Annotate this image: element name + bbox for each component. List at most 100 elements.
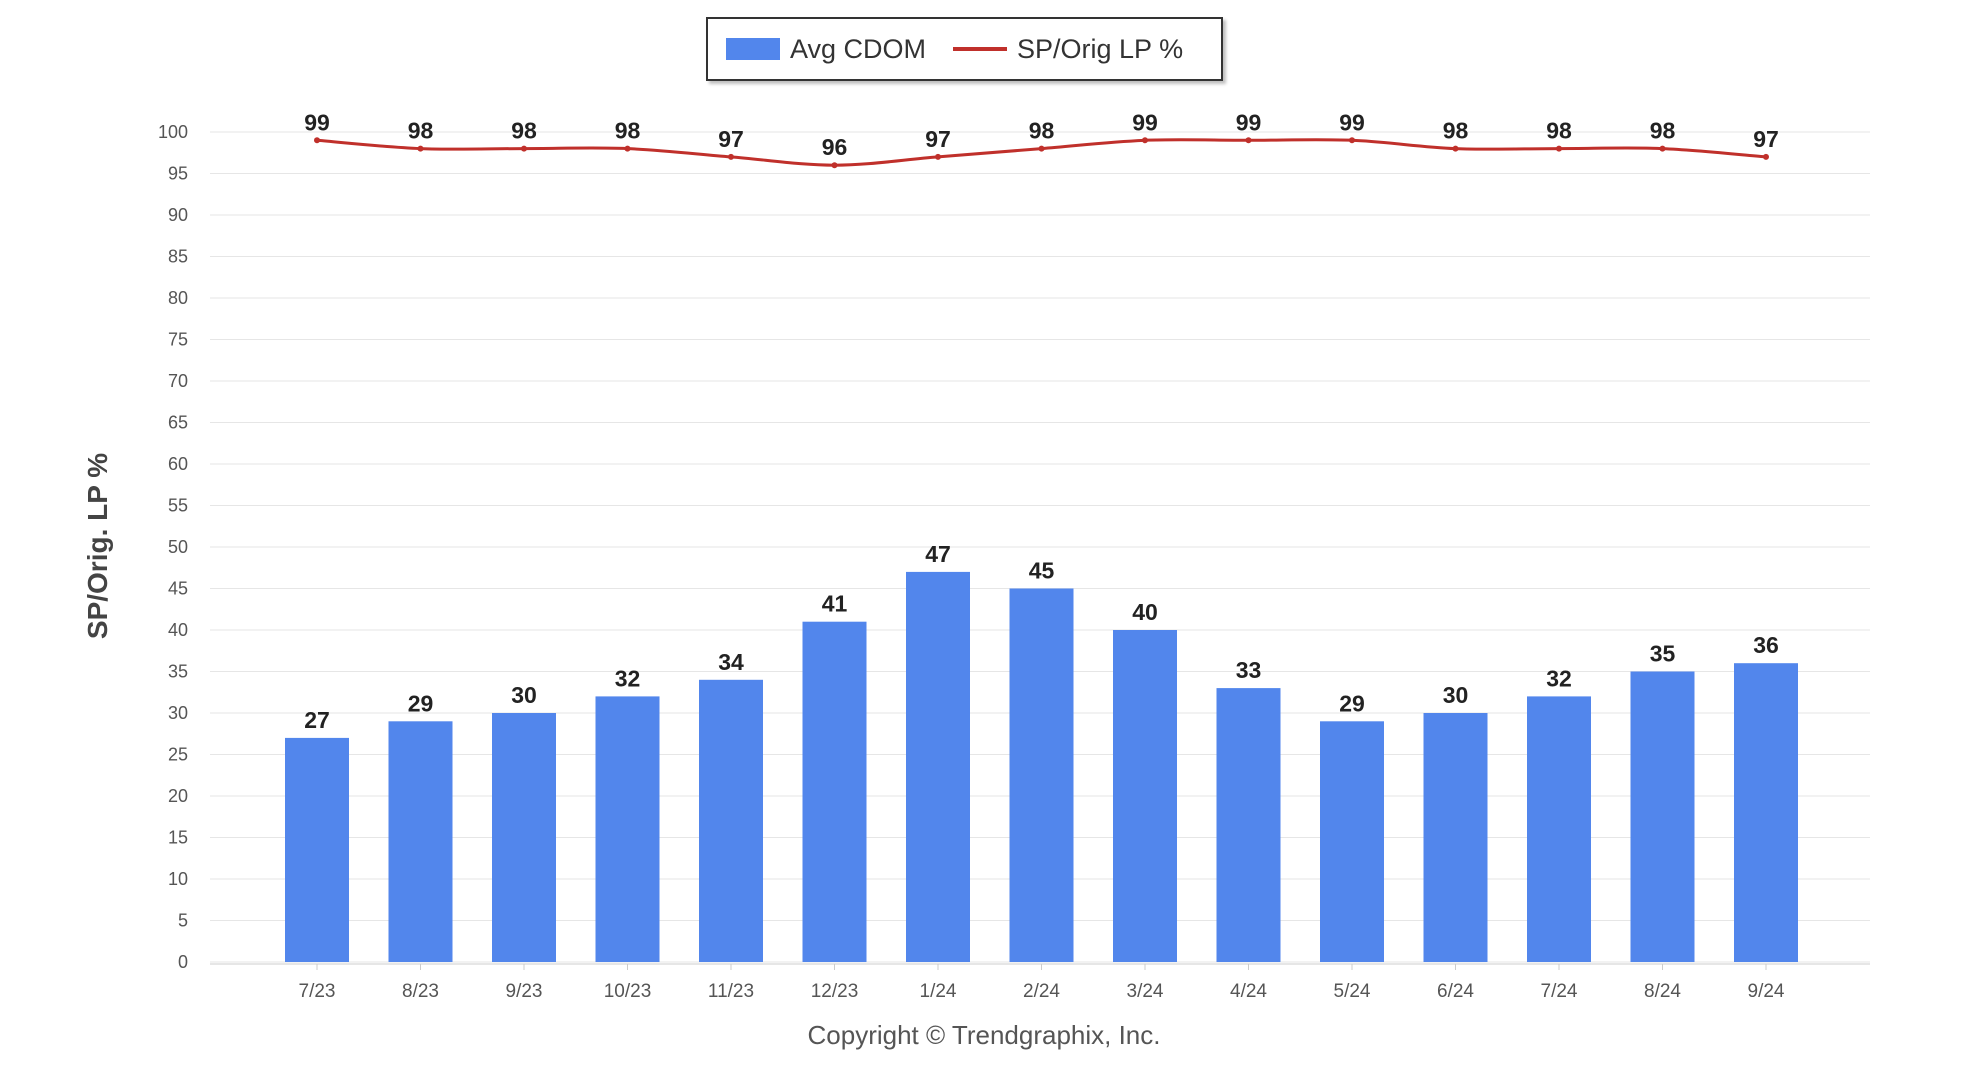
y-tick-label: 95	[168, 164, 188, 184]
line-data-label: 96	[822, 134, 848, 160]
bar	[595, 696, 660, 962]
legend-item-bar[interactable]: Avg CDOM	[726, 19, 926, 79]
bar-data-label: 35	[1650, 641, 1676, 667]
bar-data-label: 34	[718, 649, 744, 675]
bar	[388, 721, 453, 962]
y-tick-label: 50	[168, 537, 188, 557]
legend-swatch-line	[953, 47, 1007, 51]
y-tick-label: 40	[168, 620, 188, 640]
y-tick-label: 90	[168, 205, 188, 225]
bar-data-label: 29	[408, 690, 434, 716]
line-data-label: 98	[1546, 118, 1572, 144]
x-tick-label: 8/24	[1644, 981, 1681, 1002]
line-data-label: 97	[925, 126, 951, 152]
line-point	[935, 153, 941, 160]
bar	[285, 737, 349, 962]
x-tick-label: 7/24	[1541, 981, 1578, 1002]
bar-data-label: 32	[1546, 665, 1572, 691]
legend-item-line[interactable]: SP/Orig LP %	[953, 19, 1183, 79]
bar-data-label: 41	[822, 591, 848, 617]
y-tick-label: 55	[168, 496, 188, 516]
line-data-label: 98	[615, 118, 641, 144]
bar	[906, 571, 970, 962]
x-tick-label: 1/24	[920, 981, 957, 1002]
line-point	[521, 145, 527, 152]
y-tick-label: 70	[168, 371, 188, 391]
bar-data-label: 45	[1029, 558, 1055, 584]
bar	[1734, 663, 1798, 962]
line-point	[831, 162, 838, 169]
x-tick-label: 11/23	[708, 981, 754, 1002]
line-data-label: 98	[408, 118, 434, 144]
line-point	[624, 145, 631, 152]
y-tick-label: 65	[168, 413, 188, 433]
bar-data-label: 32	[615, 665, 641, 691]
y-tick-label: 75	[168, 330, 188, 350]
y-tick-label: 80	[168, 288, 188, 308]
x-tick-label: 2/24	[1023, 981, 1060, 1002]
bar	[1527, 696, 1591, 962]
y-tick-label: 10	[168, 869, 188, 889]
bar	[1630, 671, 1695, 962]
line-data-label: 99	[304, 109, 330, 135]
bar	[1320, 721, 1384, 962]
legend-label-bar: Avg CDOM	[790, 33, 927, 64]
bar	[1009, 588, 1074, 962]
line-data-label: 99	[1132, 109, 1158, 135]
line-data-label: 98	[511, 118, 537, 144]
bar-data-label: 30	[511, 682, 537, 708]
x-tick-label: 6/24	[1437, 981, 1474, 1002]
bar	[802, 621, 867, 962]
copyright-text: Copyright © Trendgraphix, Inc.	[807, 1020, 1161, 1050]
line-data-label: 98	[1029, 118, 1055, 144]
bar-data-label: 29	[1339, 690, 1365, 716]
y-tick-label: 35	[168, 662, 188, 682]
bar-data-label: 30	[1443, 682, 1469, 708]
y-tick-label: 5	[178, 911, 188, 931]
bar	[1113, 630, 1177, 962]
line-data-label: 99	[1339, 109, 1365, 135]
line-point	[1245, 137, 1252, 144]
legend-swatch-bar	[726, 38, 780, 60]
x-tick-label: 5/24	[1334, 981, 1371, 1002]
bar-data-label: 40	[1132, 599, 1158, 625]
y-tick-label: 0	[178, 952, 188, 972]
bar-data-label: 47	[925, 541, 951, 567]
x-tick-label: 7/23	[299, 981, 336, 1002]
bar	[1216, 688, 1281, 962]
y-tick-label: 60	[168, 454, 188, 474]
line-point	[417, 145, 424, 152]
x-tick-label: 3/24	[1127, 981, 1164, 1002]
line-point	[1142, 137, 1148, 144]
x-tick-label: 9/24	[1748, 981, 1785, 1002]
bar-data-label: 27	[304, 707, 330, 733]
y-tick-label: 20	[168, 786, 188, 806]
x-tick-label: 4/24	[1230, 981, 1267, 1002]
line-point	[314, 137, 320, 144]
bar-data-label: 36	[1753, 632, 1779, 658]
x-tick-label: 9/23	[506, 981, 543, 1002]
line-data-label: 97	[718, 126, 744, 152]
bar-data-label: 33	[1236, 657, 1262, 683]
line-point	[1659, 145, 1666, 152]
y-tick-label: 30	[168, 703, 188, 723]
y-tick-label: 25	[168, 745, 188, 765]
line-point	[1452, 145, 1459, 152]
line-data-label: 97	[1753, 126, 1779, 152]
bar	[699, 679, 763, 962]
legend-label-line: SP/Orig LP %	[1017, 33, 1184, 64]
bar	[1423, 713, 1488, 962]
x-tick-label: 12/23	[811, 981, 859, 1002]
line-point	[1349, 137, 1355, 144]
bar	[492, 713, 556, 962]
x-tick-label: 10/23	[604, 981, 652, 1002]
line-data-label: 99	[1236, 109, 1262, 135]
line-point	[728, 153, 734, 160]
y-tick-label: 85	[168, 247, 188, 267]
y-tick-label: 45	[168, 579, 188, 599]
legend: Avg CDOM SP/Orig LP %	[706, 17, 1223, 81]
x-tick-label: 8/23	[402, 981, 439, 1002]
line-point	[1763, 153, 1769, 160]
y-tick-label: 15	[168, 828, 188, 848]
